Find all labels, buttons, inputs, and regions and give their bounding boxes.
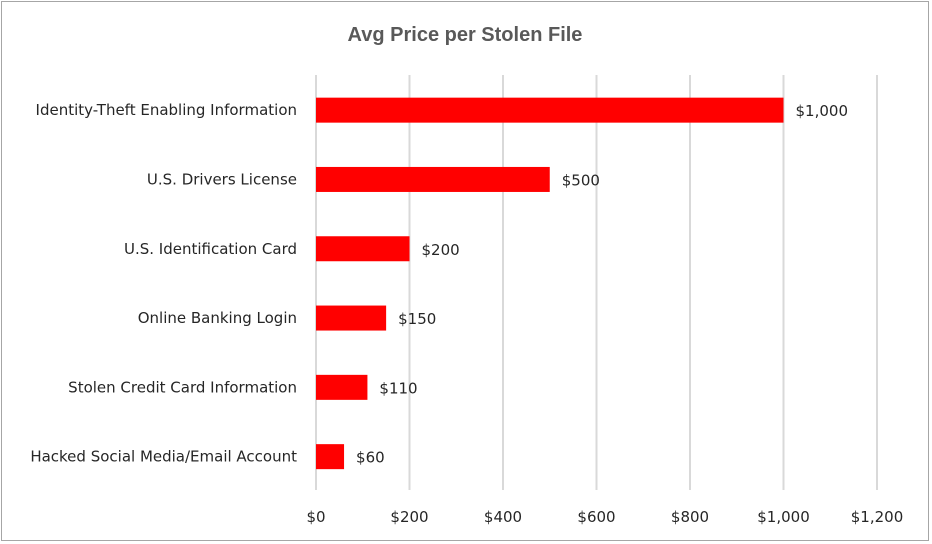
x-tick-label: $1,000 <box>757 508 810 526</box>
bar <box>316 444 345 470</box>
x-tick-label: $1,200 <box>851 508 904 526</box>
gridlines <box>315 75 878 490</box>
data-label: $500 <box>562 171 600 189</box>
bar <box>316 166 550 192</box>
bar <box>316 236 410 262</box>
x-tick-label: $600 <box>577 508 615 526</box>
data-label: $200 <box>422 241 460 259</box>
data-label: $60 <box>356 449 385 467</box>
category-label: Identity-Theft Enabling Information <box>36 101 297 119</box>
x-axis-ticks: $0 $200 $400 $600 $800 $1,000 $1,200 <box>306 508 903 526</box>
category-label: U.S. Drivers License <box>147 170 297 188</box>
category-label: Online Banking Login <box>138 309 297 327</box>
bar <box>316 97 784 123</box>
data-label: $110 <box>379 379 417 397</box>
category-labels: Identity-Theft Enabling Information U.S. … <box>30 101 297 466</box>
x-tick-label: $400 <box>484 508 522 526</box>
category-label: Stolen Credit Card Information <box>68 378 297 396</box>
data-label: $150 <box>398 310 436 328</box>
x-tick-label: $200 <box>390 508 428 526</box>
bars <box>316 97 784 470</box>
data-labels: $1,000 $500 $200 $150 $110 $60 <box>356 102 849 467</box>
chart-title: Avg Price per Stolen File <box>348 24 583 46</box>
data-label: $1,000 <box>796 102 849 120</box>
category-label: U.S. Identification Card <box>124 240 297 258</box>
bar <box>316 374 368 400</box>
category-label: Hacked Social Media/Email Account <box>30 448 297 466</box>
x-tick-label: $0 <box>306 508 325 526</box>
bar <box>316 305 387 331</box>
x-tick-label: $800 <box>671 508 709 526</box>
